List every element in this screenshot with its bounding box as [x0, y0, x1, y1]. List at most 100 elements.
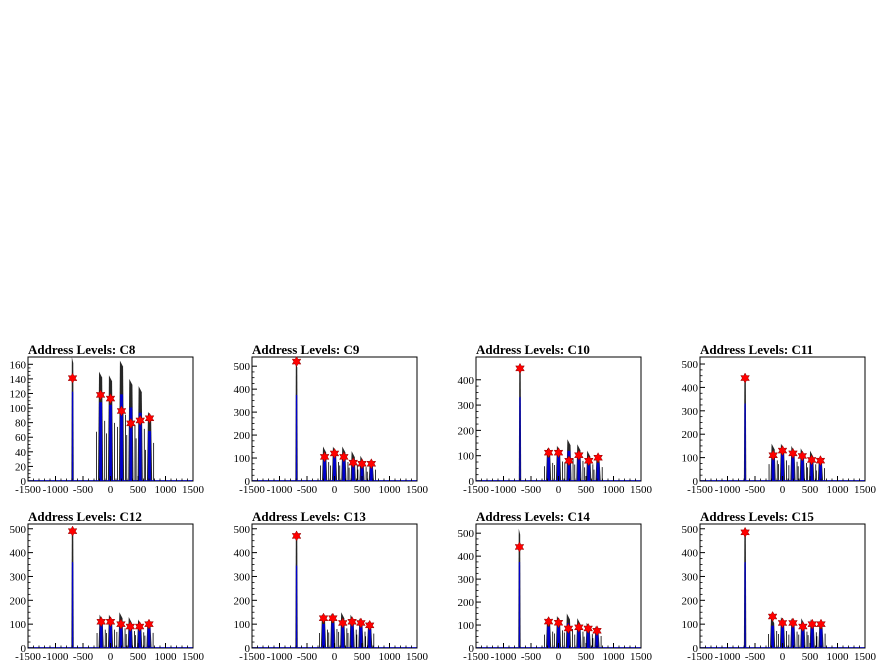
histogram-peak-core	[791, 455, 795, 481]
plot-area	[252, 361, 417, 481]
peak-marker	[563, 622, 574, 635]
x-tick-label: -1000	[491, 651, 517, 663]
peak-marker	[126, 417, 136, 429]
peak-marker	[347, 616, 357, 628]
chart-title: Address Levels: C15	[700, 509, 814, 524]
x-tick-label: 500	[802, 651, 819, 663]
peak-marker	[816, 618, 826, 630]
x-tick-label: 1000	[827, 484, 850, 496]
y-tick-label: 80	[15, 418, 27, 430]
peak-marker	[767, 610, 778, 623]
peak-marker	[543, 616, 554, 628]
histogram-peak-core	[99, 402, 103, 481]
y-tick-label: 0	[21, 476, 27, 488]
peak-marker	[514, 541, 525, 553]
histogram-peak-core	[128, 625, 132, 648]
x-tick-label: 500	[354, 484, 371, 496]
x-tick-label: 1000	[603, 484, 626, 496]
y-tick-label: 0	[245, 476, 251, 488]
histogram-peak-core	[109, 623, 112, 648]
histogram-peak-core	[138, 412, 142, 481]
y-tick-label: 0	[693, 643, 699, 655]
y-tick-label: 100	[234, 453, 251, 465]
peak-marker	[105, 393, 116, 405]
peak-marker	[740, 372, 750, 384]
histogram-peak-core	[810, 627, 814, 648]
x-tick-label: 1500	[406, 484, 429, 496]
chart-title: Address Levels: C9	[252, 342, 360, 357]
x-tick-label: 1000	[155, 484, 178, 496]
y-tick-label: 200	[682, 429, 699, 441]
chart-title: Address Levels: C8	[28, 342, 136, 357]
peak-marker	[105, 616, 116, 628]
histogram-peak-core	[369, 466, 373, 481]
x-tick-label: 1500	[182, 651, 205, 663]
histogram-peak-core	[791, 626, 795, 648]
x-tick-label: 1500	[630, 651, 653, 663]
chart-panel: Address Levels: C10 0 100 200 300 400 -1500 -10…	[458, 342, 653, 496]
peak-marker	[583, 455, 594, 467]
peak-marker	[768, 449, 778, 461]
plot-area	[476, 528, 641, 648]
histogram-peak-core	[119, 622, 123, 648]
y-tick-label: 100	[682, 453, 699, 465]
peak-marker	[543, 447, 554, 459]
x-tick-label: 1000	[379, 651, 402, 663]
peak-marker	[125, 621, 136, 633]
x-tick-label: -1500	[687, 484, 713, 496]
histogram-peak-core	[577, 454, 581, 481]
x-tick-label: 500	[130, 651, 147, 663]
histogram-peak-core	[341, 622, 345, 648]
histogram-peak-core	[331, 623, 335, 648]
y-tick-label: 300	[458, 400, 475, 412]
x-tick-label: -1000	[267, 651, 293, 663]
peak-marker	[553, 447, 564, 459]
plot-area	[700, 528, 865, 648]
x-tick-label: 1500	[854, 484, 877, 496]
histogram-peak-core	[368, 629, 372, 648]
peak-marker	[339, 451, 349, 463]
x-tick-label: 1000	[155, 651, 178, 663]
x-tick-label: 500	[578, 484, 595, 496]
histogram-peak-core	[518, 562, 521, 648]
x-tick-label: -500	[73, 651, 94, 663]
peak-marker	[815, 455, 826, 467]
x-tick-label: 0	[332, 484, 338, 496]
histogram-peak-core	[120, 394, 123, 481]
y-tick-label: 400	[10, 548, 27, 560]
peak-marker	[366, 458, 377, 470]
x-tick-label: 0	[780, 651, 786, 663]
peak-marker	[337, 617, 348, 629]
peak-marker	[328, 612, 338, 624]
x-tick-label: -1000	[43, 484, 69, 496]
chart-panel: Address Levels: C8 0 20 40 60 80 100 120 140 160 -…	[10, 342, 205, 496]
peak-marker	[788, 447, 798, 459]
chart-title: Address Levels: C11	[700, 342, 813, 357]
y-tick-label: 0	[469, 476, 475, 488]
x-tick-label: 500	[354, 651, 371, 663]
histogram-peak-core	[557, 455, 560, 481]
histogram-peak-core	[557, 624, 560, 648]
chart-panel: Address Levels: C13 0 100 200 300 400 500 -1500…	[234, 509, 429, 663]
y-tick-label: 500	[10, 524, 27, 536]
histogram-peak-core	[322, 623, 325, 648]
x-tick-label: -1000	[715, 484, 741, 496]
peak-marker	[364, 619, 375, 631]
y-tick-label: 100	[10, 403, 27, 415]
y-tick-label: 60	[15, 432, 27, 444]
x-tick-label: -1000	[43, 651, 69, 663]
peak-marker	[564, 455, 574, 467]
peak-marker	[67, 525, 78, 537]
histogram-peak-core	[819, 464, 822, 481]
peak-marker	[135, 414, 145, 426]
peak-marker	[592, 625, 602, 637]
histogram-peak-core	[109, 404, 112, 481]
histogram-peak-core	[566, 623, 570, 648]
y-tick-label: 200	[234, 595, 251, 607]
histogram-peak-core	[781, 454, 784, 481]
x-tick-label: -1000	[491, 484, 517, 496]
peak-marker	[329, 447, 340, 459]
y-tick-label: 100	[682, 619, 699, 631]
chart-panel: Address Levels: C11 0 100 200 300 400 500 -1500…	[682, 342, 877, 496]
x-tick-label: -1000	[715, 651, 741, 663]
